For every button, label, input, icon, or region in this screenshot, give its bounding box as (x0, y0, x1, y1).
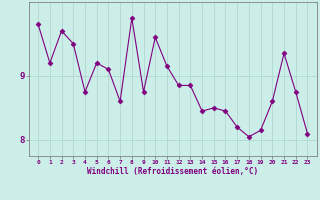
X-axis label: Windchill (Refroidissement éolien,°C): Windchill (Refroidissement éolien,°C) (87, 167, 258, 176)
